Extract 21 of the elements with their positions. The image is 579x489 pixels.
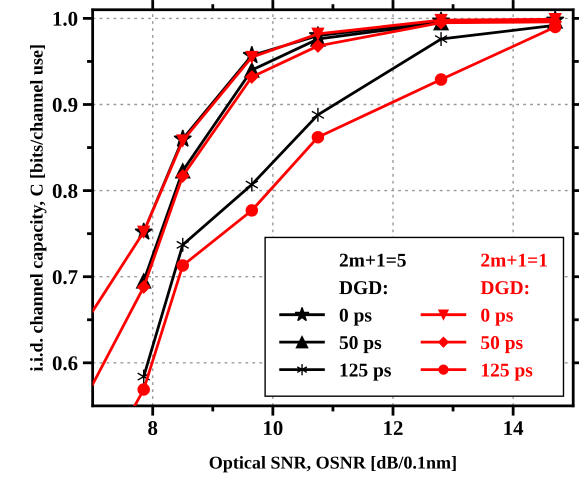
x-axis-title: Optical SNR, OSNR [dB/0.1nm]: [210, 456, 456, 472]
annotation: DGD:: [480, 281, 528, 294]
y-tick-label: 0.8: [52, 184, 78, 198]
x-tick-label: 14: [504, 421, 524, 435]
legend-label: 50 ps: [340, 336, 382, 354]
y-tick-label: 0.6: [52, 356, 78, 370]
annotation: 2m+1=5: [340, 254, 406, 267]
x-tick-label: 12: [384, 421, 403, 435]
annotation: 2m+1=1: [481, 254, 547, 267]
y-axis-title: i.i.d. channel capacity, C [bits/channel use]: [30, 45, 46, 372]
legend-label: 0 ps: [340, 308, 372, 326]
legend-label: 50 ps: [481, 336, 523, 354]
x-tick-label: 8: [148, 421, 158, 436]
annotation: DGD:: [339, 281, 387, 294]
y-tick-label: 1.0: [54, 12, 78, 26]
legend-label: 0 ps: [481, 308, 513, 326]
y-tick-label: 0.7: [52, 270, 78, 284]
y-tick-label: 0.9: [52, 98, 78, 112]
x-tick-label: 10: [264, 421, 282, 436]
legend-label: 125 ps: [340, 364, 391, 381]
legend-label: 125 ps: [482, 364, 532, 381]
